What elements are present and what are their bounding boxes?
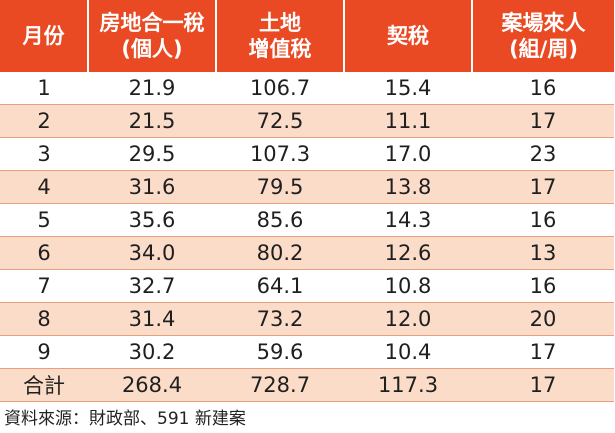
house-land-tax-cell: 31.6 bbox=[88, 170, 216, 204]
table-row: 7 32.7 64.1 10.8 16 bbox=[0, 269, 614, 303]
deed-tax-cell: 117.3 bbox=[344, 368, 472, 402]
month-cell: 6 bbox=[0, 236, 88, 270]
header-house-land-tax: 房地合一稅 (個人) bbox=[88, 0, 217, 72]
land-value-tax-cell: 80.2 bbox=[216, 236, 344, 270]
header-land-value-tax: 土地 增值稅 bbox=[216, 0, 345, 72]
land-value-tax-cell: 79.5 bbox=[216, 170, 344, 204]
header-month-line: 月份 bbox=[22, 24, 65, 48]
land-value-tax-cell: 59.6 bbox=[216, 335, 344, 369]
table-body: 1 21.9 106.7 15.4 16 2 21.5 72.5 11.1 17 3 29.5 107.… bbox=[0, 72, 614, 402]
header-house-land-tax-line-1: 房地合一稅 bbox=[99, 11, 205, 35]
land-value-tax-cell: 73.2 bbox=[216, 302, 344, 336]
deed-tax-cell: 13.8 bbox=[344, 170, 472, 204]
deed-tax-cell: 14.3 bbox=[344, 203, 472, 237]
site-visitors-cell: 17 bbox=[472, 170, 614, 204]
land-value-tax-cell: 85.6 bbox=[216, 203, 344, 237]
site-visitors-cell: 20 bbox=[472, 302, 614, 336]
month-cell: 3 bbox=[0, 137, 88, 171]
house-land-tax-cell: 268.4 bbox=[88, 368, 216, 402]
table-row: 4 31.6 79.5 13.8 17 bbox=[0, 170, 614, 204]
site-visitors-cell: 17 bbox=[472, 368, 614, 402]
house-land-tax-cell: 35.6 bbox=[88, 203, 216, 237]
month-cell: 9 bbox=[0, 335, 88, 369]
month-cell: 4 bbox=[0, 170, 88, 204]
header-deed-tax: 契稅 bbox=[344, 0, 473, 72]
month-cell: 7 bbox=[0, 269, 88, 303]
header-site-visitors-line-1: 案場來人 bbox=[501, 11, 586, 35]
deed-tax-cell: 10.8 bbox=[344, 269, 472, 303]
deed-tax-cell: 12.6 bbox=[344, 236, 472, 270]
table-row: 3 29.5 107.3 17.0 23 bbox=[0, 137, 614, 171]
site-visitors-cell: 17 bbox=[472, 104, 614, 138]
house-land-tax-cell: 29.5 bbox=[88, 137, 216, 171]
land-value-tax-cell: 728.7 bbox=[216, 368, 344, 402]
house-land-tax-cell: 30.2 bbox=[88, 335, 216, 369]
house-land-tax-cell: 34.0 bbox=[88, 236, 216, 270]
site-visitors-cell: 13 bbox=[472, 236, 614, 270]
site-visitors-cell: 23 bbox=[472, 137, 614, 171]
deed-tax-cell: 15.4 bbox=[344, 72, 472, 105]
table-row: 6 34.0 80.2 12.6 13 bbox=[0, 236, 614, 270]
house-land-tax-cell: 21.9 bbox=[88, 72, 216, 105]
header-deed-tax-line: 契稅 bbox=[387, 24, 429, 48]
deed-tax-cell: 12.0 bbox=[344, 302, 472, 336]
table-row-total: 合計 268.4 728.7 117.3 17 bbox=[0, 368, 614, 402]
table-row: 5 35.6 85.6 14.3 16 bbox=[0, 203, 614, 237]
site-visitors-cell: 17 bbox=[472, 335, 614, 369]
month-cell: 1 bbox=[0, 72, 88, 105]
house-land-tax-cell: 31.4 bbox=[88, 302, 216, 336]
month-cell: 2 bbox=[0, 104, 88, 138]
table-row: 8 31.4 73.2 12.0 20 bbox=[0, 302, 614, 336]
site-visitors-cell: 16 bbox=[472, 269, 614, 303]
land-value-tax-cell: 64.1 bbox=[216, 269, 344, 303]
tax-revenue-table: 月份 房地合一稅 (個人) 土地 增值稅 契稅 案場來人 (組/周) bbox=[0, 0, 614, 402]
table-row: 1 21.9 106.7 15.4 16 bbox=[0, 72, 614, 105]
header-month: 月份 bbox=[0, 0, 89, 72]
table-row: 2 21.5 72.5 11.1 17 bbox=[0, 104, 614, 138]
month-cell: 5 bbox=[0, 203, 88, 237]
header-site-visitors: 案場來人 (組/周) bbox=[472, 0, 614, 72]
land-value-tax-cell: 107.3 bbox=[216, 137, 344, 171]
month-cell: 合計 bbox=[0, 368, 88, 402]
site-visitors-cell: 16 bbox=[472, 72, 614, 105]
header-site-visitors-line-2: (組/周) bbox=[509, 37, 578, 61]
house-land-tax-cell: 32.7 bbox=[88, 269, 216, 303]
land-value-tax-cell: 72.5 bbox=[216, 104, 344, 138]
header-house-land-tax-line-2: (個人) bbox=[121, 37, 183, 61]
deed-tax-cell: 11.1 bbox=[344, 104, 472, 138]
site-visitors-cell: 16 bbox=[472, 203, 614, 237]
table-row: 9 30.2 59.6 10.4 17 bbox=[0, 335, 614, 369]
land-value-tax-cell: 106.7 bbox=[216, 72, 344, 105]
header-land-value-tax-line-2: 增值稅 bbox=[248, 37, 312, 61]
deed-tax-cell: 17.0 bbox=[344, 137, 472, 171]
source-note: 資料來源：財政部、591 新建案 bbox=[4, 409, 246, 429]
header-row: 月份 房地合一稅 (個人) 土地 增值稅 契稅 案場來人 (組/周) bbox=[0, 0, 614, 72]
month-cell: 8 bbox=[0, 302, 88, 336]
house-land-tax-cell: 21.5 bbox=[88, 104, 216, 138]
header-land-value-tax-line-1: 土地 bbox=[259, 11, 301, 35]
deed-tax-cell: 10.4 bbox=[344, 335, 472, 369]
